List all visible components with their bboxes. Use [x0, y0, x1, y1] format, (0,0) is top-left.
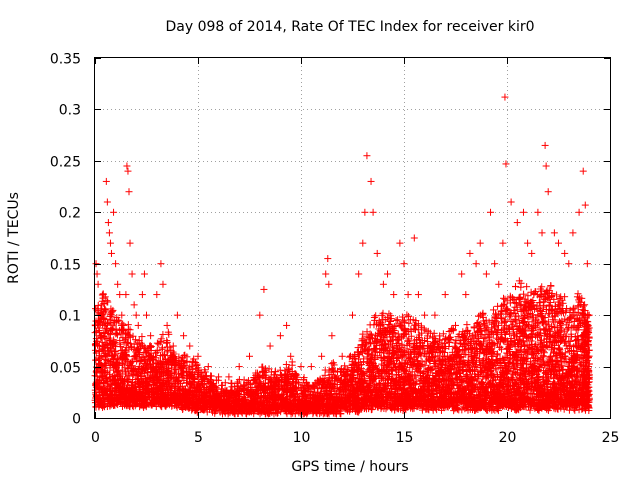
data-points: [92, 94, 593, 418]
data-point: [161, 352, 168, 359]
data-point: [272, 368, 279, 375]
data-point: [464, 327, 471, 334]
chart-title: Day 098 of 2014, Rate Of TEC Index for r…: [165, 19, 534, 35]
data-point: [228, 380, 235, 387]
data-point: [463, 321, 470, 328]
data-point: [405, 313, 412, 320]
data-point: [372, 312, 379, 319]
roti-scatter-chart: Day 098 of 2014, Rate Of TEC Index for r…: [0, 0, 640, 480]
chart-container: Day 098 of 2014, Rate Of TEC Index for r…: [0, 0, 640, 480]
data-point: [411, 322, 418, 329]
